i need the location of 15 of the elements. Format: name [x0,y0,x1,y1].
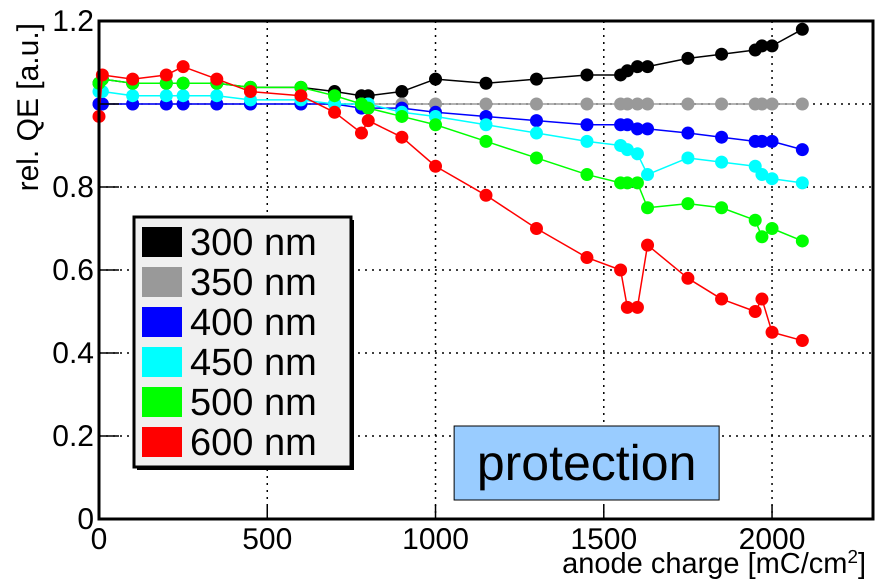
legend-label: 350 nm [190,262,317,304]
y-tick-label: 0.8 [52,171,94,204]
legend-label: 400 nm [190,302,317,344]
annotation: protection [476,435,696,491]
y-tick-label: 0.4 [52,337,94,370]
y-axis-title: rel. QE [a.u.] [12,23,45,192]
legend-label: 300 nm [190,222,317,264]
legend-label: 450 nm [190,342,317,384]
y-tick-label: 0.2 [52,420,94,453]
x-tick-label: 1000 [402,523,469,556]
legend-label: 500 nm [190,382,317,424]
y-tick-label: 0.6 [52,254,94,287]
y-tick-label: 1.2 [52,5,94,38]
legend-label: 600 nm [190,422,317,464]
x-tick-label: 500 [242,523,292,556]
